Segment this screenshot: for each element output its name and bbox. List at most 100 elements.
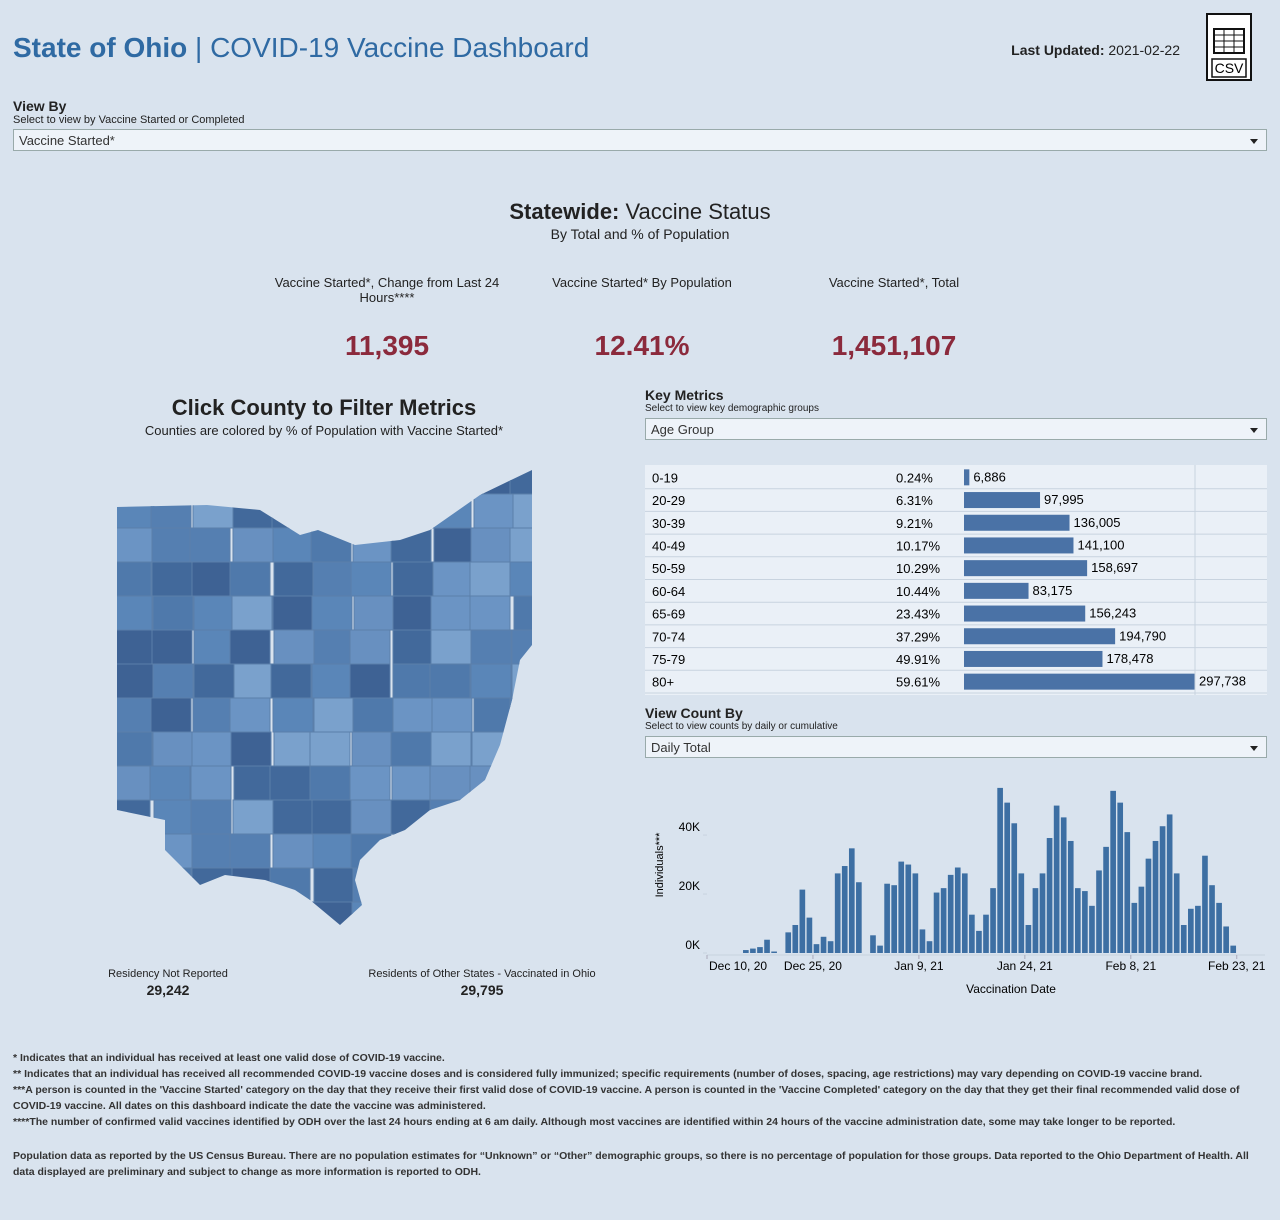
county[interactable] (310, 493, 352, 529)
county[interactable] (153, 799, 195, 835)
county[interactable] (429, 765, 471, 801)
county[interactable] (233, 663, 275, 699)
county[interactable] (191, 833, 233, 869)
county[interactable] (112, 595, 153, 631)
county[interactable] (430, 833, 472, 869)
county[interactable] (154, 936, 194, 960)
county[interactable] (472, 867, 514, 903)
county[interactable] (149, 765, 191, 801)
county[interactable] (470, 629, 512, 665)
county[interactable] (192, 936, 232, 960)
county[interactable] (229, 460, 271, 495)
county[interactable] (270, 936, 310, 960)
county[interactable] (233, 901, 275, 936)
county[interactable] (269, 460, 311, 495)
county[interactable] (471, 936, 511, 960)
county[interactable] (234, 936, 274, 960)
county[interactable] (390, 527, 432, 563)
county[interactable] (114, 697, 155, 733)
county[interactable] (232, 493, 274, 529)
county[interactable] (392, 833, 434, 869)
county[interactable] (511, 663, 552, 699)
county[interactable] (311, 663, 353, 699)
csv-download[interactable]: CSV (1206, 13, 1252, 81)
county[interactable] (353, 595, 395, 631)
county[interactable] (232, 527, 274, 563)
county[interactable] (314, 936, 354, 960)
county[interactable] (510, 833, 551, 869)
county[interactable] (351, 901, 393, 936)
county[interactable] (430, 629, 472, 665)
county[interactable] (112, 731, 153, 767)
county[interactable] (349, 765, 391, 801)
county[interactable] (430, 493, 472, 529)
county-map[interactable] (0, 440, 640, 960)
county[interactable] (509, 460, 550, 495)
county[interactable] (432, 561, 474, 597)
county[interactable] (513, 595, 554, 631)
county[interactable] (509, 561, 550, 597)
county[interactable] (470, 799, 512, 835)
county[interactable] (191, 867, 233, 903)
county[interactable] (191, 561, 233, 597)
county[interactable] (151, 527, 193, 563)
county[interactable] (352, 527, 394, 563)
county[interactable] (272, 697, 314, 733)
county[interactable] (152, 731, 194, 767)
county[interactable] (509, 697, 550, 733)
county[interactable] (511, 629, 552, 665)
county[interactable] (391, 765, 433, 801)
county[interactable] (151, 629, 193, 665)
county[interactable] (153, 833, 195, 869)
county[interactable] (231, 595, 273, 631)
county[interactable] (470, 901, 512, 936)
county[interactable] (509, 901, 550, 936)
county[interactable] (351, 460, 393, 495)
county[interactable] (433, 527, 475, 563)
county[interactable] (313, 867, 355, 903)
view-count-dropdown[interactable]: Daily Total (645, 736, 1267, 758)
county[interactable] (229, 629, 271, 665)
county[interactable] (113, 833, 154, 869)
county[interactable] (392, 697, 434, 733)
county[interactable] (350, 561, 392, 597)
county[interactable] (352, 867, 394, 903)
county[interactable] (429, 799, 471, 835)
county[interactable] (273, 629, 315, 665)
county[interactable] (110, 460, 151, 495)
county[interactable] (231, 867, 273, 903)
county[interactable] (469, 765, 511, 801)
county[interactable] (193, 629, 235, 665)
view-by-dropdown[interactable]: Vaccine Started* (13, 129, 1267, 151)
county[interactable] (229, 833, 271, 869)
county[interactable] (232, 799, 274, 835)
county[interactable] (230, 731, 272, 767)
county[interactable] (190, 799, 232, 835)
county[interactable] (509, 527, 550, 563)
county[interactable] (431, 697, 473, 733)
county[interactable] (309, 765, 351, 801)
county[interactable] (112, 765, 153, 801)
county[interactable] (470, 460, 512, 495)
county[interactable] (513, 799, 554, 835)
county[interactable] (151, 901, 193, 936)
county[interactable] (152, 663, 194, 699)
county[interactable] (354, 936, 394, 960)
county[interactable] (110, 867, 151, 903)
county[interactable] (392, 629, 434, 665)
county[interactable] (511, 731, 552, 767)
county[interactable] (469, 595, 511, 631)
county[interactable] (114, 936, 154, 960)
county[interactable] (390, 731, 432, 767)
county[interactable] (272, 595, 314, 631)
county[interactable] (349, 663, 391, 699)
county[interactable] (389, 493, 431, 529)
county[interactable] (509, 867, 550, 903)
county[interactable] (150, 867, 192, 903)
county[interactable] (193, 595, 235, 631)
county[interactable] (150, 697, 192, 733)
county[interactable] (350, 799, 392, 835)
county[interactable] (114, 663, 155, 699)
county[interactable] (349, 629, 391, 665)
county[interactable] (273, 561, 315, 597)
